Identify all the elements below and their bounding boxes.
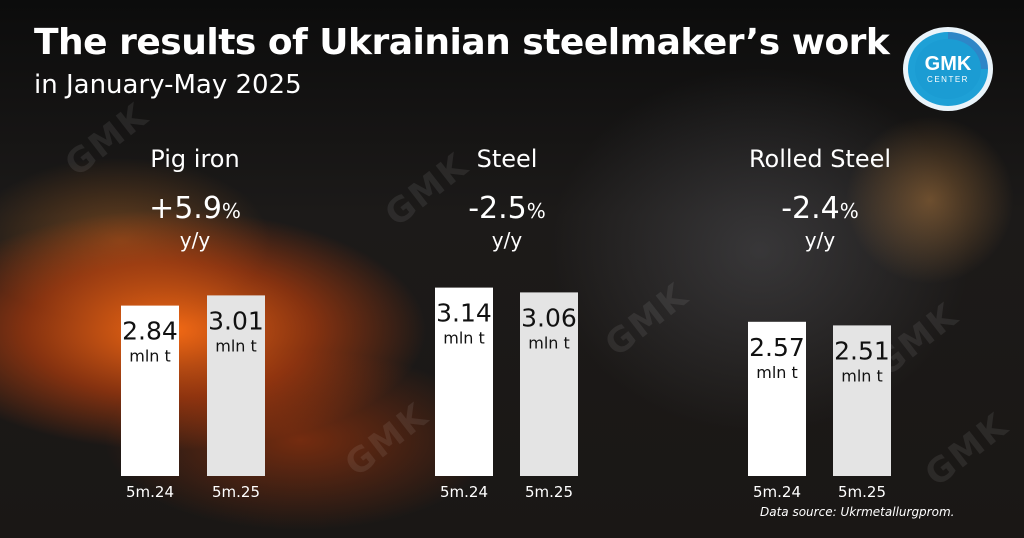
logo-text: GMK bbox=[924, 53, 972, 75]
category-label: 5m.24 bbox=[440, 483, 488, 501]
change-percent-sign: % bbox=[526, 199, 546, 223]
bar-value-label: 2.51 bbox=[834, 336, 890, 365]
change-value: -2.5% bbox=[407, 191, 607, 226]
bar-unit-label: mln t bbox=[129, 347, 171, 366]
page-title: The results of Ukrainian steelmaker’s wo… bbox=[34, 22, 890, 63]
category-label: 5m.24 bbox=[126, 483, 174, 501]
change-period-label: y/y bbox=[491, 228, 523, 252]
panel-pig-iron-header: Pig iron +5.9% y/y bbox=[95, 145, 295, 252]
change-number: -2.5 bbox=[468, 191, 527, 226]
change-value: +5.9% bbox=[95, 191, 295, 226]
bar-unit-label: mln t bbox=[215, 336, 257, 355]
bar-unit-label: mln t bbox=[443, 329, 485, 348]
panel-rolled-steel-header: Rolled Steel -2.4% y/y bbox=[720, 145, 920, 252]
logo-badge: GMK CENTER bbox=[915, 39, 981, 99]
panel-title: Steel bbox=[476, 145, 538, 173]
data-source-note: Data source: Ukrmetallurgprom. bbox=[760, 505, 955, 519]
change-percent-sign: % bbox=[839, 199, 859, 223]
logo-subtext: CENTER bbox=[927, 75, 969, 84]
bar-value-label: 2.84 bbox=[122, 317, 178, 346]
bar-value-label: 2.57 bbox=[749, 333, 805, 362]
panel-title: Rolled Steel bbox=[748, 145, 892, 173]
bar-value-label: 3.06 bbox=[521, 303, 577, 332]
category-label: 5m.25 bbox=[525, 483, 573, 501]
change-period-label: y/y bbox=[804, 228, 836, 252]
panel-title: Pig iron bbox=[150, 145, 240, 173]
bar-value-label: 3.14 bbox=[436, 299, 492, 328]
bar-unit-label: mln t bbox=[756, 363, 798, 382]
panel-steel-header: Steel -2.5% y/y bbox=[407, 145, 607, 252]
category-label: 5m.25 bbox=[838, 483, 886, 501]
bar-value-label: 3.01 bbox=[208, 306, 264, 335]
category-label: 5m.25 bbox=[212, 483, 260, 501]
bar-unit-label: mln t bbox=[841, 366, 883, 385]
gmk-center-logo: GMK CENTER bbox=[903, 27, 993, 111]
bar-unit-label: mln t bbox=[528, 333, 570, 352]
page-subtitle: in January-May 2025 bbox=[34, 70, 302, 100]
change-number: -2.4 bbox=[781, 191, 840, 226]
change-number: +5.9 bbox=[149, 191, 222, 226]
bar bbox=[748, 321, 806, 476]
category-label: 5m.24 bbox=[753, 483, 801, 501]
bar bbox=[435, 287, 493, 476]
bar bbox=[833, 325, 891, 476]
bar bbox=[207, 295, 265, 476]
change-percent-sign: % bbox=[221, 199, 241, 223]
change-value: -2.4% bbox=[720, 191, 920, 226]
bar bbox=[520, 292, 578, 476]
change-period-label: y/y bbox=[179, 228, 211, 252]
bar bbox=[121, 305, 179, 476]
